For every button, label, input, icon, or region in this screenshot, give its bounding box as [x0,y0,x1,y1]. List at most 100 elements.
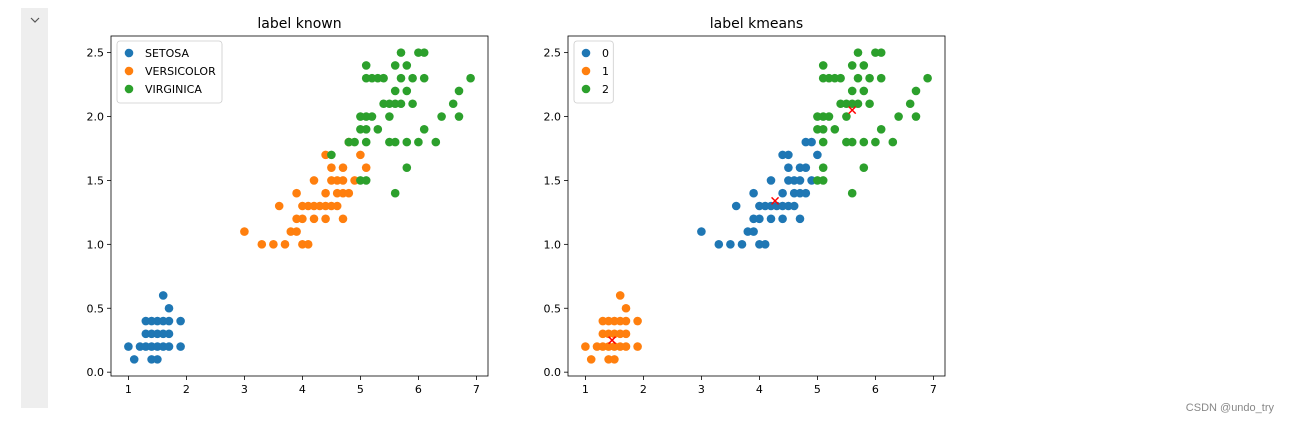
data-point [176,342,185,351]
data-point [176,316,185,326]
legend-marker [581,84,591,94]
y-tick-label: 0.0 [544,366,562,379]
data-point [361,61,371,70]
x-tick-label: 2 [640,383,647,396]
chart-title: label kmeans [710,16,803,32]
data-point [419,125,429,134]
series-1 [581,291,642,364]
y-tick-label: 2.5 [544,47,562,60]
data-point [240,227,249,236]
data-point [859,137,869,147]
data-point [396,48,406,57]
x-tick-label: 2 [183,383,190,396]
data-point [818,61,828,70]
data-point [327,150,336,160]
data-point [408,99,417,109]
x-tick-label: 6 [872,383,879,396]
data-point [726,240,735,249]
legend-marker [581,66,591,76]
data-point [610,355,619,364]
x-tick-label: 4 [299,383,306,396]
data-point [269,240,278,249]
centroid-stroke [771,196,780,205]
chart-1: label known 1 2 3 4 5 6 7 0.0 0.5 1.0 1.5 2.0 2.5 SETO… [87,16,489,396]
data-point [888,137,898,147]
centroid-stroke [848,106,857,115]
x-tick-label: 3 [241,383,248,396]
centroids [608,106,857,345]
data-point [402,86,412,96]
data-point [633,342,642,351]
data-point [303,240,313,249]
data-point [789,201,799,211]
centroid-marker [771,196,780,205]
data-point [396,73,406,83]
data-point [853,48,863,57]
data-point [766,214,776,224]
data-point [396,99,406,109]
data-point [731,201,741,211]
data-point [784,163,793,172]
data-point [633,316,642,326]
data-point [836,73,845,83]
data-point [714,240,724,249]
data-point [164,342,174,351]
x-tick-label: 3 [698,383,705,396]
data-point [454,86,464,96]
data-point [390,61,400,70]
legend-label: SETOSA [145,47,189,60]
data-point [414,137,423,147]
data-point [419,73,429,83]
y-tick-label: 1.5 [87,174,105,187]
data-point [356,150,365,160]
legend-label: 0 [602,47,609,60]
data-point [818,176,828,185]
data-point [257,240,267,249]
data-point [801,163,811,172]
data-point [309,214,319,224]
chevron-down-icon[interactable] [29,14,41,26]
data-point [766,176,776,185]
data-point [876,125,886,134]
data-point [697,227,706,236]
chart-2: label kmeans 1 2 3 4 5 6 7 0.0 0.5 1.0 1.5 2.0 2.5 0 1 2 [544,16,946,396]
data-point [847,61,857,70]
data-point [876,48,886,57]
legend-label: 2 [602,83,609,96]
plot-frame [567,35,946,377]
data-point [859,86,869,96]
x-tick-label: 1 [125,383,132,396]
y-tick-label: 0.5 [544,302,562,315]
legend-label: VIRGINICA [145,83,202,96]
y-tick-label: 0.5 [87,302,105,315]
data-point [454,112,464,121]
data-point [332,201,342,211]
x-tick-label: 6 [415,383,422,396]
data-point [402,137,412,147]
data-point [292,227,301,236]
y-tick-label: 1.0 [544,238,562,251]
data-point [402,61,412,70]
data-point [749,188,758,198]
data-point [327,163,336,172]
data-point [847,188,857,198]
data-point [158,291,168,300]
y-tick-label: 1.5 [544,174,562,187]
figure: label known 1 2 3 4 5 6 7 0.0 0.5 1.0 1.5 2.0 2.5 SETO… [87,16,946,396]
data-point [164,303,174,313]
data-point [737,240,747,249]
x-tick-label: 5 [357,383,364,396]
data-point [615,329,625,339]
data-point [923,73,932,83]
data-point [379,73,388,83]
data-point [911,86,921,96]
data-point [859,163,869,172]
data-point [124,342,133,351]
data-point [292,188,301,198]
data-point [801,188,811,198]
data-point [158,329,168,339]
data-point [818,125,828,134]
legend-marker [124,84,134,94]
legend-label: 1 [602,65,609,78]
data-point [911,112,921,121]
